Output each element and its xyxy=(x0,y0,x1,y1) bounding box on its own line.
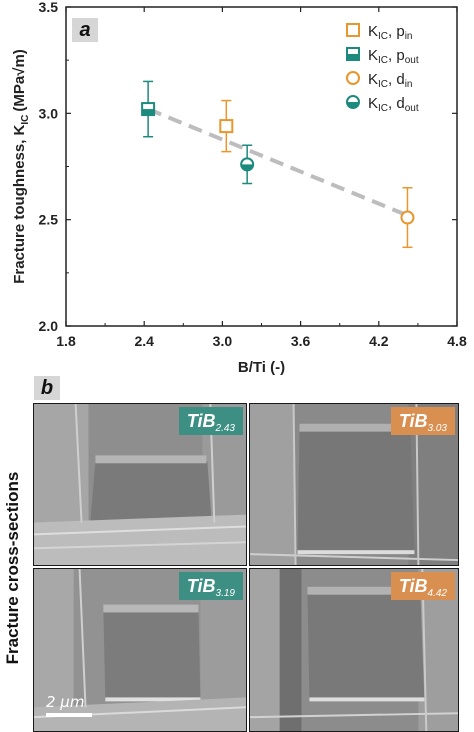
x-tick-label: 4.8 xyxy=(447,333,467,349)
scale-bar: 2 μm xyxy=(46,693,92,717)
scale-bar-label: 2 μm xyxy=(46,693,85,711)
legend-label-4: KIC, dout xyxy=(368,95,419,114)
cross-sections-side-label: Fracture cross-sections xyxy=(0,403,28,732)
legend-label-1: KIC, pin xyxy=(368,23,413,42)
cross-sections-label-text: Fracture cross-sections xyxy=(3,471,22,664)
data-point-2-fill xyxy=(142,109,155,116)
sample-tag: TiB3.03 xyxy=(390,407,455,435)
data-point-1 xyxy=(219,119,234,134)
legend-marker-1 xyxy=(346,23,360,37)
micrograph-tib-3-19: TiB3.19 2 μm xyxy=(33,568,247,732)
y-axis-label-unit: (MPa√m) xyxy=(11,49,28,111)
legend-marker-2-fill xyxy=(347,54,359,60)
legend-marker-3-outline xyxy=(346,71,360,85)
sample-tag-sub: 3.19 xyxy=(215,588,235,599)
x-tick-label: 1.8 xyxy=(56,333,76,349)
y-tick-label: 3.0 xyxy=(39,105,59,121)
legend-label-sub2: in xyxy=(405,31,413,42)
data-point-1-outline xyxy=(219,119,234,134)
micrograph-image xyxy=(250,404,458,565)
legend-label-main: K xyxy=(368,71,378,88)
legend-label-sub: IC xyxy=(378,103,388,114)
sample-tag: TiB2.43 xyxy=(178,407,243,435)
y-tick-label: 2.0 xyxy=(39,318,59,334)
panel-label-b: b xyxy=(34,376,60,400)
sample-tag: TiB4.42 xyxy=(390,572,455,600)
sample-tag-main: TiB xyxy=(186,576,216,596)
legend-label-main: K xyxy=(368,95,378,112)
x-tick-label: 2.4 xyxy=(134,333,154,349)
data-point-2 xyxy=(141,102,156,117)
trend-line xyxy=(147,107,409,218)
data-point-3 xyxy=(400,210,415,225)
y-axis-label-sub: IC xyxy=(20,115,31,125)
x-tick-label: 3.0 xyxy=(213,333,233,349)
data-point-4 xyxy=(240,157,255,172)
x-tick-label: 3.6 xyxy=(291,333,311,349)
legend-label-mid: , d xyxy=(388,71,405,88)
legend-marker-3 xyxy=(346,71,360,85)
legend-marker-1-outline xyxy=(346,23,360,37)
panel-label-a: a xyxy=(72,18,98,42)
legend-marker-4 xyxy=(346,95,360,109)
cross-section-micrographs: TiB2.43 TiB3.03 xyxy=(33,403,459,732)
y-axis-label: Fracture toughness, KIC (MPa√m) xyxy=(11,49,31,284)
legend-marker-4-fill xyxy=(347,102,359,108)
x-axis-label: B/Ti (-) xyxy=(238,359,285,376)
sample-tag-sub: 3.03 xyxy=(427,423,447,434)
y-tick-label: 2.5 xyxy=(39,212,59,228)
micrograph-image xyxy=(34,569,246,731)
legend-label-sub: IC xyxy=(378,31,388,42)
sample-tag-main: TiB xyxy=(398,411,428,431)
scale-bar-line xyxy=(46,713,92,717)
legend-label-mid: , p xyxy=(388,23,405,40)
fracture-toughness-chart: 1.8 2.4 3.0 3.6 4.2 4.8 2.0 2.5 3.0 3.5 B/Ti (-) Fr… xyxy=(11,0,467,376)
legend-label-sub: IC xyxy=(378,55,388,66)
legend-label-mid: , d xyxy=(388,95,405,112)
legend-label-sub: IC xyxy=(378,79,388,90)
legend-label-main: K xyxy=(368,23,378,40)
y-axis-label-main: Fracture toughness, K xyxy=(11,124,28,283)
micrograph-tib-4-42: TiB4.42 xyxy=(249,568,459,732)
sample-tag-sub: 2.43 xyxy=(215,423,235,434)
legend-label-sub2: out xyxy=(405,55,419,66)
legend-label-sub2: in xyxy=(405,79,413,90)
micrograph-image xyxy=(34,404,246,565)
legend-label-main: K xyxy=(368,47,378,64)
data-point-3-outline xyxy=(400,210,415,225)
sample-tag-main: TiB xyxy=(398,576,428,596)
legend-label-mid: , p xyxy=(388,47,405,64)
x-tick-label: 4.2 xyxy=(369,333,389,349)
micrograph-tib-2-43: TiB2.43 xyxy=(33,403,247,566)
data-point-4-fill xyxy=(241,164,254,171)
legend-label-sub2: out xyxy=(405,103,419,114)
legend-label-3: KIC, din xyxy=(368,71,413,90)
sample-tag-main: TiB xyxy=(186,411,216,431)
sample-tag-sub: 4.42 xyxy=(427,588,447,599)
legend-marker-2 xyxy=(346,47,360,61)
micrograph-tib-3-03: TiB3.03 xyxy=(249,403,459,566)
sample-tag: TiB3.19 xyxy=(178,572,243,600)
legend-label-2: KIC, pout xyxy=(368,47,419,66)
y-tick-label: 3.5 xyxy=(39,0,59,15)
